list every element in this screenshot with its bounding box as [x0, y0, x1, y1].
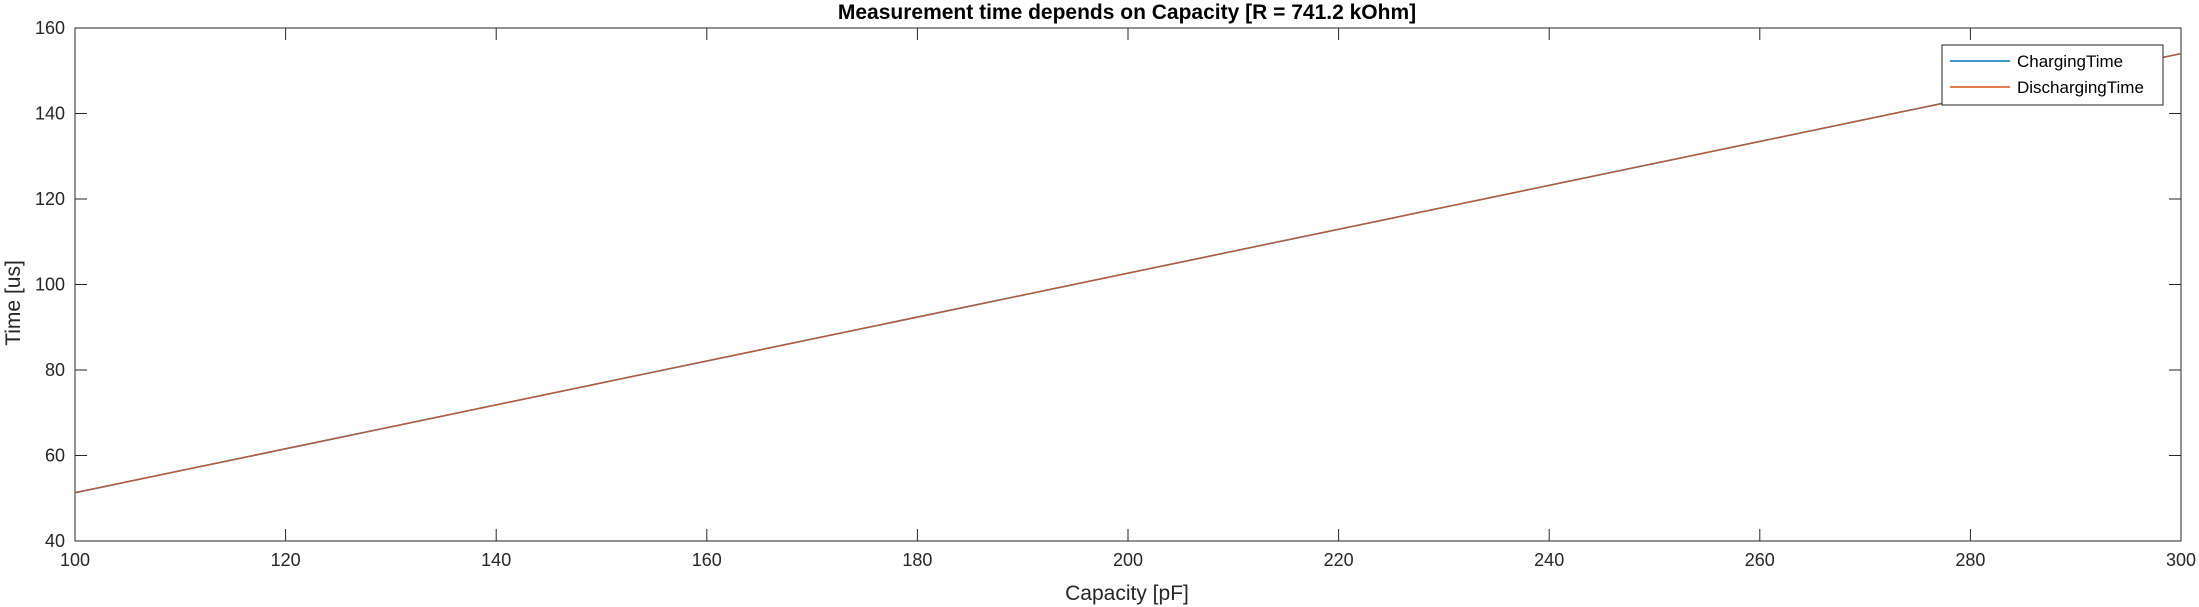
x-tick-label: 280	[1955, 550, 1985, 570]
y-tick-label: 40	[45, 531, 65, 551]
x-tick-label: 120	[271, 550, 301, 570]
y-tick-label: 80	[45, 360, 65, 380]
series-line-dischargingtime	[74, 53, 2182, 494]
y-tick-label: 120	[35, 189, 65, 209]
x-tick-label: 100	[60, 550, 90, 570]
x-tick-label: 200	[1113, 550, 1143, 570]
y-tick-label: 140	[35, 104, 65, 124]
x-tick-label: 260	[1745, 550, 1775, 570]
y-tick-label: 60	[45, 446, 65, 466]
x-tick-label: 240	[1534, 550, 1564, 570]
legend: ChargingTime DischargingTime	[1941, 44, 2164, 106]
x-tick-label: 220	[1324, 550, 1354, 570]
x-axis-label: Capacity [pF]	[1065, 582, 1189, 605]
legend-label: ChargingTime	[2017, 52, 2123, 71]
chart-title: Measurement time depends on Capacity [R …	[838, 1, 1416, 24]
x-tick-label: 300	[2166, 550, 2196, 570]
y-axis-label: Time [us]	[2, 260, 25, 346]
x-tick-label: 180	[902, 550, 932, 570]
series-layer	[74, 52, 2182, 494]
plot-area	[74, 27, 2182, 542]
legend-box	[1941, 44, 2164, 106]
x-tick-label: 140	[481, 550, 511, 570]
x-tick-label: 160	[692, 550, 722, 570]
legend-label: DischargingTime	[2017, 78, 2144, 97]
tick-layer: 100 120 140 160 180 200 220 240 260 280 300 40 60 80 1…	[35, 18, 2196, 570]
y-tick-label: 100	[35, 275, 65, 295]
y-tick-label: 160	[35, 18, 65, 38]
